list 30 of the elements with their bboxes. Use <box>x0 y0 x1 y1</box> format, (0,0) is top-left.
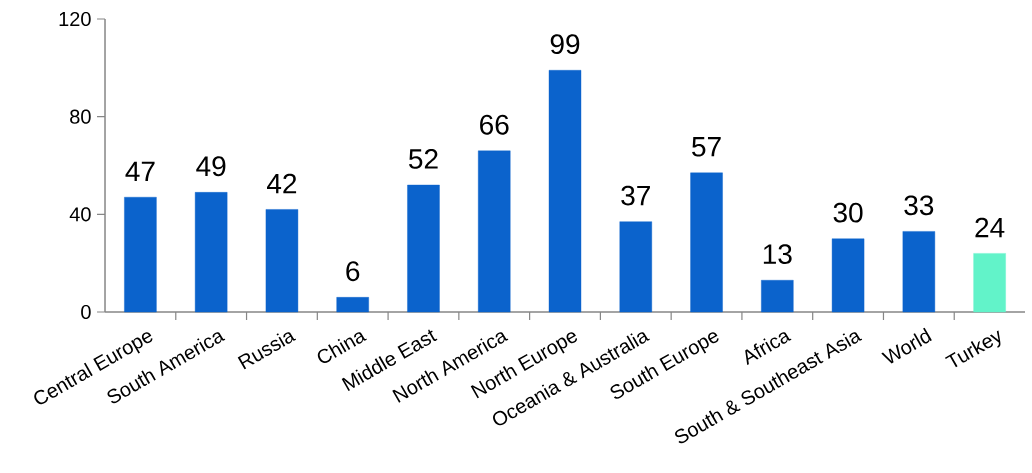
bar <box>690 172 723 313</box>
data-label: 33 <box>904 195 934 216</box>
bar <box>265 209 299 313</box>
y-tick-label: 120 <box>59 11 91 27</box>
data-label: 49 <box>196 156 226 177</box>
bar <box>548 70 582 313</box>
data-label: 52 <box>409 149 438 169</box>
bar <box>831 238 865 313</box>
y-tick-label: 0 <box>81 304 91 320</box>
data-label: 66 <box>480 114 509 135</box>
data-label: 24 <box>975 217 1005 238</box>
data-label: 6 <box>346 261 360 282</box>
bar <box>194 192 228 313</box>
bar <box>619 221 652 313</box>
bar <box>124 197 157 313</box>
data-label: 37 <box>621 185 650 206</box>
data-label: 13 <box>763 244 792 265</box>
y-tick-label: 40 <box>69 207 91 222</box>
y-tick-label: 80 <box>70 109 91 124</box>
data-label: 47 <box>125 161 155 182</box>
bar <box>478 150 511 313</box>
data-label: 57 <box>692 137 721 157</box>
bar <box>973 253 1006 313</box>
bar <box>407 184 440 313</box>
data-label: 30 <box>833 202 863 223</box>
data-label: 42 <box>267 173 297 194</box>
bar <box>336 297 369 313</box>
data-label: 99 <box>550 34 580 55</box>
bar <box>902 231 936 313</box>
bar <box>761 280 794 313</box>
